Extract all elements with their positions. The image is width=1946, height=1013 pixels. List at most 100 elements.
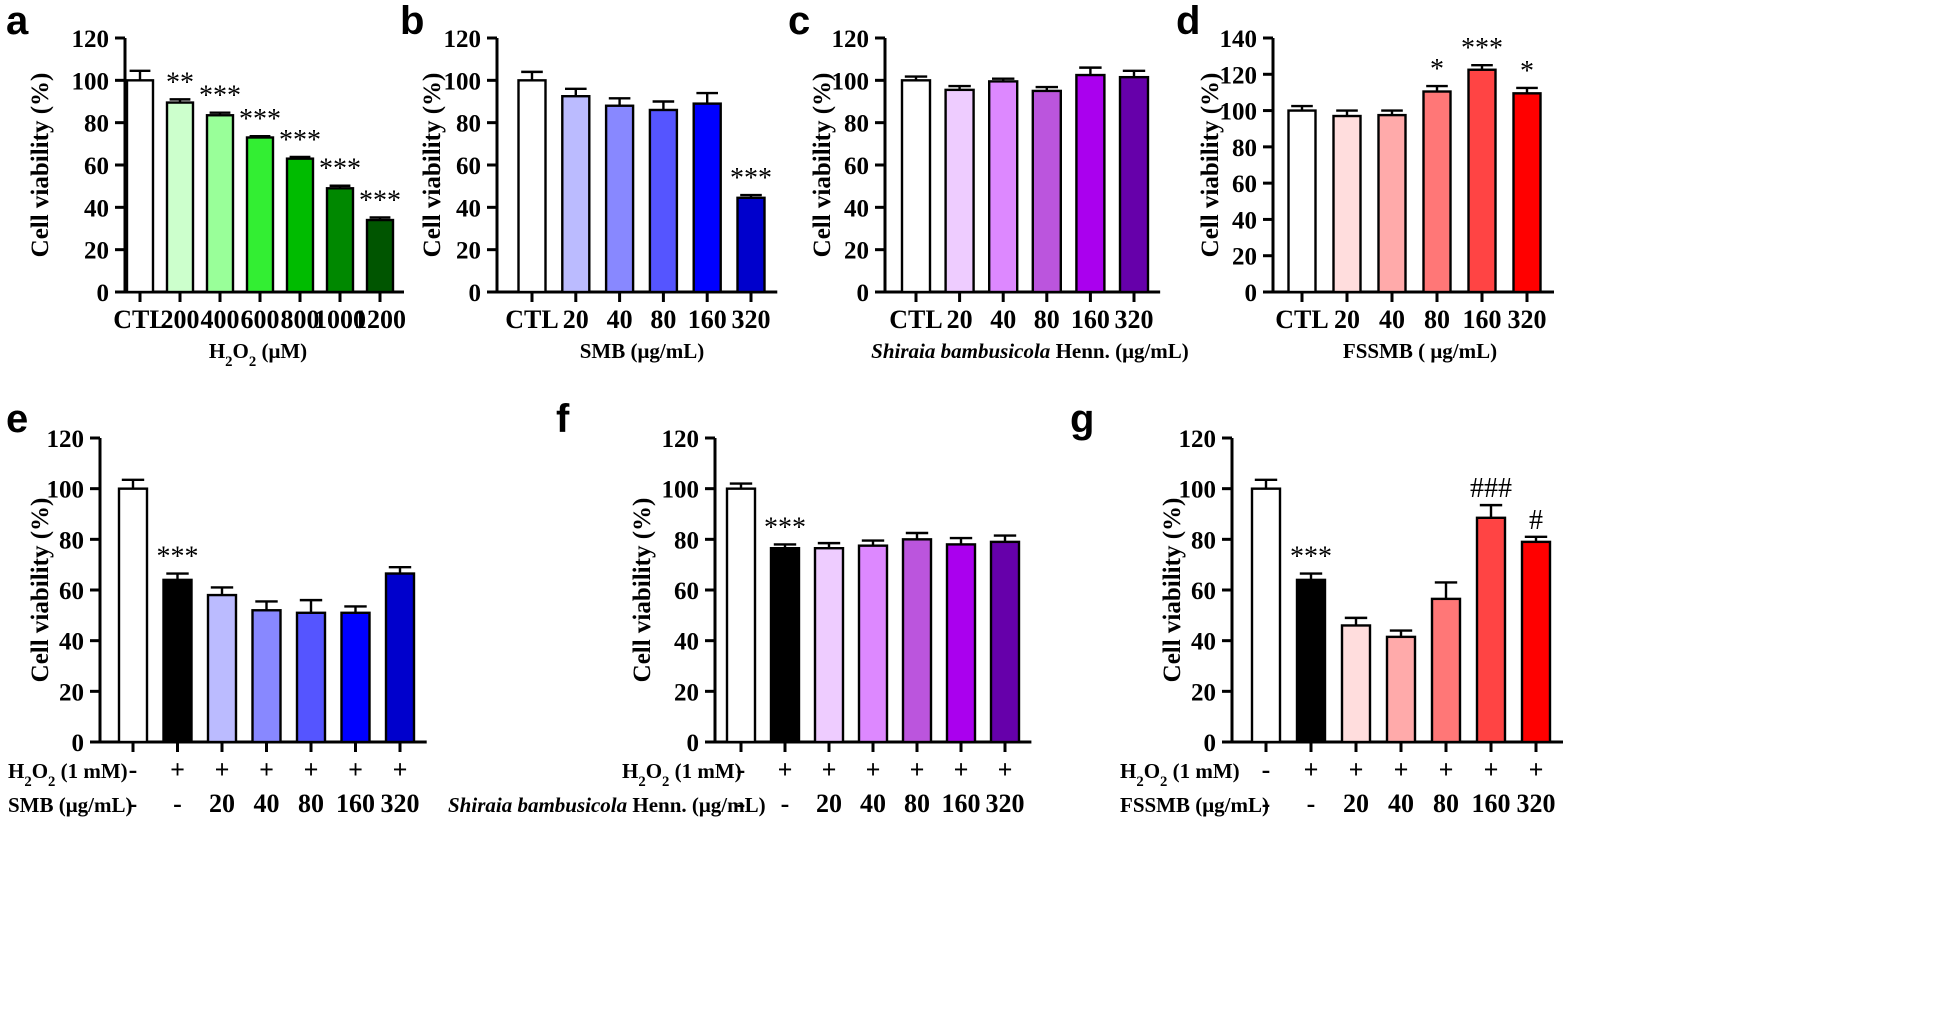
- significance-mark: ***: [1461, 33, 1503, 64]
- y-axis-label: Cell viability (%): [1197, 73, 1224, 258]
- condition-h2o2: +: [1529, 755, 1544, 784]
- bar-c-0: [900, 79, 932, 294]
- condition-h2o2: +: [954, 755, 969, 784]
- y-tick-label: 60: [456, 153, 481, 180]
- bar-f-3: [857, 544, 889, 744]
- condition-h2o2: +: [1439, 755, 1454, 784]
- label-part: O: [1144, 759, 1160, 783]
- significance-mark: ***: [279, 125, 321, 156]
- panel-letter-g: g: [1070, 397, 1094, 441]
- bar-g-2: [1340, 624, 1372, 744]
- y-tick-label: 60: [1232, 171, 1257, 198]
- bar-b-3: [648, 108, 679, 294]
- bar-f-6: [989, 540, 1021, 744]
- panel-letter-d: d: [1176, 0, 1200, 43]
- bar-d-4: [1467, 68, 1497, 294]
- bar-e-3: [251, 609, 282, 744]
- significance-mark: ***: [319, 154, 361, 185]
- condition-h2o2: +: [170, 755, 185, 784]
- condition-dose: 160: [1472, 789, 1511, 818]
- bar-a-6: [365, 218, 395, 294]
- y-tick-label: 0: [1245, 280, 1258, 307]
- condition-h2o2: +: [910, 755, 925, 784]
- condition-h2o2: +: [348, 755, 363, 784]
- label-part: Shiraia bambusicola: [448, 793, 627, 817]
- y-tick-label: 40: [1232, 207, 1257, 234]
- condition-dose: 320: [1517, 789, 1556, 818]
- condition-h2o2: +: [1304, 755, 1319, 784]
- y-tick-label: 80: [1191, 527, 1216, 554]
- condition-dose: 40: [254, 789, 280, 818]
- significance-mark: #: [1529, 505, 1543, 536]
- y-tick-label: 120: [47, 426, 85, 453]
- label-part: 2: [662, 774, 669, 790]
- y-tick-label: 80: [844, 111, 869, 138]
- x-tick-label: CTL: [505, 305, 558, 334]
- condition-h2o2: +: [259, 755, 274, 784]
- bar-a-0: [125, 79, 155, 294]
- label-part: Henn. (μg/mL): [1050, 339, 1189, 363]
- label-part: FSSMB (μg/mL): [1120, 793, 1269, 817]
- panel-letter-e: e: [6, 397, 28, 441]
- x-tick-label: 20: [563, 305, 589, 334]
- y-tick-label: 120: [444, 26, 482, 53]
- condition-h2o2: +: [998, 755, 1013, 784]
- bar-d-0: [1287, 109, 1317, 294]
- x-tick-label: 40: [607, 305, 633, 334]
- row-label-h2o2: H2O2 (1 mM): [622, 759, 742, 790]
- label-part: H: [8, 759, 24, 783]
- bar-g-0: [1250, 487, 1282, 744]
- significance-mark: ***: [730, 163, 772, 194]
- bar-c-2: [988, 80, 1019, 294]
- panel-letter-c: c: [788, 0, 810, 43]
- x-tick-label: 1000: [314, 305, 366, 334]
- y-tick-label: 80: [59, 527, 84, 554]
- y-axis-label: Cell viability (%): [629, 498, 656, 683]
- x-tick-label: 320: [1115, 305, 1154, 334]
- y-tick-label: 100: [444, 68, 482, 95]
- y-tick-label: 60: [59, 578, 84, 605]
- y-tick-label: 100: [47, 477, 85, 504]
- y-tick-label: 20: [674, 679, 699, 706]
- panel-b: b 0 20 40 60 80 100 120 Cell viability (%) *** CTL…: [400, 0, 778, 363]
- bar-a-2: [205, 114, 235, 294]
- y-tick-label: 40: [456, 195, 481, 222]
- condition-dose: 320: [986, 789, 1025, 818]
- label-part: (1 mM): [55, 759, 127, 783]
- bar-e-2: [206, 593, 238, 744]
- condition-h2o2: -: [129, 755, 138, 784]
- bar-f-4: [901, 538, 933, 744]
- row-label-treatment: SMB (μg/mL): [8, 793, 132, 817]
- label-part: 2: [48, 774, 55, 790]
- panel-letter-f: f: [556, 397, 570, 441]
- label-part: Henn. (μg/mL): [627, 793, 766, 817]
- label-part: 2: [249, 354, 256, 370]
- y-tick-label: 0: [1204, 730, 1217, 757]
- condition-h2o2: +: [1394, 755, 1409, 784]
- y-tick-label: 20: [1191, 679, 1216, 706]
- y-tick-label: 20: [456, 238, 481, 265]
- y-axis-label: Cell viability (%): [809, 73, 836, 258]
- label-part: (1 mM): [1167, 759, 1239, 783]
- bar-d-5: [1512, 92, 1542, 294]
- label-part: 2: [24, 774, 31, 790]
- bar-c-3: [1031, 89, 1063, 294]
- y-tick-label: 0: [687, 730, 700, 757]
- bar-e-5: [340, 611, 371, 744]
- condition-dose: 80: [904, 789, 930, 818]
- label-part: H: [1120, 759, 1136, 783]
- label-part: 2: [638, 774, 645, 790]
- y-axis-label: Cell viability (%): [1159, 498, 1186, 683]
- bar-b-2: [604, 104, 635, 294]
- x-tick-label: 320: [1508, 305, 1547, 334]
- label-part: H: [209, 339, 225, 363]
- x-tick-label: 600: [241, 305, 280, 334]
- y-tick-label: 0: [97, 280, 110, 307]
- x-tick-label: 320: [732, 305, 771, 334]
- x-tick-label: 40: [990, 305, 1016, 334]
- x-tick-label: 80: [1034, 305, 1060, 334]
- bar-g-4: [1430, 597, 1462, 744]
- label-part: SMB (μg/mL): [580, 339, 704, 363]
